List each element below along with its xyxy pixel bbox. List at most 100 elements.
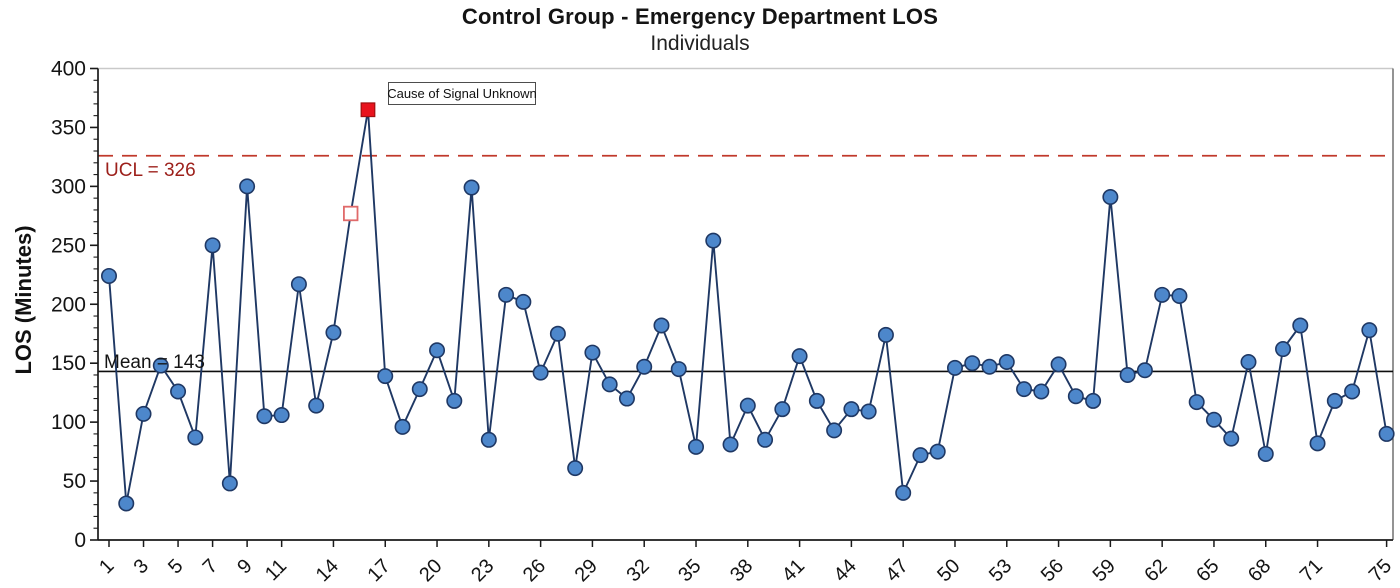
data-point-marker bbox=[549, 325, 566, 342]
data-point-marker bbox=[446, 392, 463, 409]
y-tick-label: 0 bbox=[74, 529, 86, 552]
data-point-marker bbox=[1085, 392, 1102, 409]
x-tick-label: 38 bbox=[726, 555, 757, 586]
data-point-marker bbox=[1033, 383, 1050, 400]
ucl-label: UCL = 326 bbox=[105, 160, 196, 181]
data-point-marker bbox=[1223, 430, 1240, 447]
data-point-marker bbox=[290, 276, 307, 293]
x-tick-label: 26 bbox=[519, 555, 550, 586]
data-point-marker bbox=[256, 408, 273, 425]
data-point-marker bbox=[480, 431, 497, 448]
data-point-marker bbox=[1344, 383, 1361, 400]
y-tick-label: 200 bbox=[51, 293, 86, 316]
data-point-marker bbox=[135, 405, 152, 422]
x-tick-label: 17 bbox=[363, 555, 394, 586]
data-point-marker bbox=[1171, 287, 1188, 304]
data-point-marker bbox=[411, 381, 428, 398]
signal-point-marker bbox=[360, 102, 376, 118]
data-point-marker bbox=[1292, 317, 1309, 334]
data-point-marker bbox=[101, 267, 118, 284]
x-tick-label: 59 bbox=[1089, 555, 1120, 586]
data-point-marker bbox=[877, 326, 894, 343]
mean-label: Mean = 143 bbox=[104, 352, 205, 373]
data-point-marker bbox=[429, 342, 446, 359]
data-point-marker bbox=[791, 348, 808, 365]
x-tick-label: 47 bbox=[881, 555, 912, 586]
data-point-marker bbox=[204, 237, 221, 254]
data-point-marker bbox=[653, 317, 670, 334]
data-point-marker bbox=[1016, 381, 1033, 398]
data-point-marker bbox=[463, 179, 480, 196]
data-point-marker bbox=[860, 403, 877, 420]
chart-title: Control Group - Emergency Department LOS bbox=[461, 4, 939, 29]
data-point-marker bbox=[221, 475, 238, 492]
y-tick-label: 50 bbox=[63, 470, 86, 493]
data-point-marker bbox=[1275, 341, 1292, 358]
data-point-marker bbox=[498, 286, 515, 303]
data-point-marker bbox=[239, 178, 256, 195]
data-point-marker bbox=[1361, 322, 1378, 339]
x-tick-label: 23 bbox=[467, 555, 498, 586]
data-point-marker bbox=[1326, 392, 1343, 409]
x-tick-label: 68 bbox=[1244, 555, 1275, 586]
x-tick-label: 62 bbox=[1140, 555, 1171, 586]
y-tick-label: 250 bbox=[51, 234, 86, 257]
data-point-marker bbox=[1378, 425, 1395, 442]
data-point-marker bbox=[929, 443, 946, 460]
data-point-marker bbox=[964, 355, 981, 372]
y-tick-label: 400 bbox=[51, 58, 86, 81]
data-point-marker bbox=[912, 447, 929, 464]
chart-subtitle: Individuals bbox=[650, 32, 750, 55]
data-point-marker bbox=[118, 495, 135, 512]
data-point-marker bbox=[394, 418, 411, 435]
x-tick-label: 3 bbox=[130, 555, 153, 578]
data-point-marker bbox=[1102, 188, 1119, 205]
data-point-marker bbox=[705, 232, 722, 249]
data-point-marker bbox=[152, 357, 169, 374]
x-tick-label: 71 bbox=[1296, 555, 1327, 586]
x-tick-label: 41 bbox=[778, 555, 809, 586]
data-point-marker bbox=[636, 358, 653, 375]
data-point-marker bbox=[273, 407, 290, 424]
x-tick-label: 44 bbox=[830, 555, 861, 586]
data-point-marker bbox=[757, 431, 774, 448]
annotation-text: Cause of Signal Unknown bbox=[387, 86, 537, 101]
data-point-marker bbox=[670, 361, 687, 378]
data-point-marker bbox=[946, 359, 963, 376]
data-point-marker bbox=[739, 397, 756, 414]
data-point-marker bbox=[998, 354, 1015, 371]
data-point-marker bbox=[688, 438, 705, 455]
x-tick-label: 50 bbox=[933, 555, 964, 586]
data-point-marker bbox=[895, 484, 912, 501]
data-point-marker bbox=[1309, 435, 1326, 452]
data-point-marker bbox=[601, 376, 618, 393]
series-line bbox=[108, 108, 1388, 505]
data-point-marker bbox=[170, 383, 187, 400]
annotation-signal-box: Cause of Signal Unknown bbox=[387, 82, 537, 105]
data-point-marker bbox=[1067, 388, 1084, 405]
data-point-marker bbox=[1050, 356, 1067, 373]
x-tick-label: 53 bbox=[985, 555, 1016, 586]
data-point-marker bbox=[584, 344, 601, 361]
y-tick-label: 300 bbox=[51, 175, 86, 198]
x-tick-label: 75 bbox=[1365, 555, 1396, 586]
data-point-marker bbox=[618, 390, 635, 407]
x-tick-label: 14 bbox=[312, 555, 343, 586]
x-tick-label: 9 bbox=[233, 555, 256, 578]
data-point-marker bbox=[843, 401, 860, 418]
data-point-marker bbox=[567, 460, 584, 477]
x-tick-label: 20 bbox=[415, 555, 446, 586]
data-point-marker bbox=[981, 358, 998, 375]
x-tick-label: 32 bbox=[622, 555, 653, 586]
data-point-marker bbox=[325, 324, 342, 341]
data-point-marker bbox=[826, 422, 843, 439]
data-point-marker bbox=[515, 293, 532, 310]
data-point-marker bbox=[1188, 394, 1205, 411]
y-tick-label: 100 bbox=[51, 411, 86, 434]
data-point-marker bbox=[808, 392, 825, 409]
data-point-marker bbox=[1205, 411, 1222, 428]
y-tick-label: 350 bbox=[51, 116, 86, 139]
x-tick-label: 11 bbox=[261, 555, 291, 585]
data-point-marker bbox=[187, 429, 204, 446]
